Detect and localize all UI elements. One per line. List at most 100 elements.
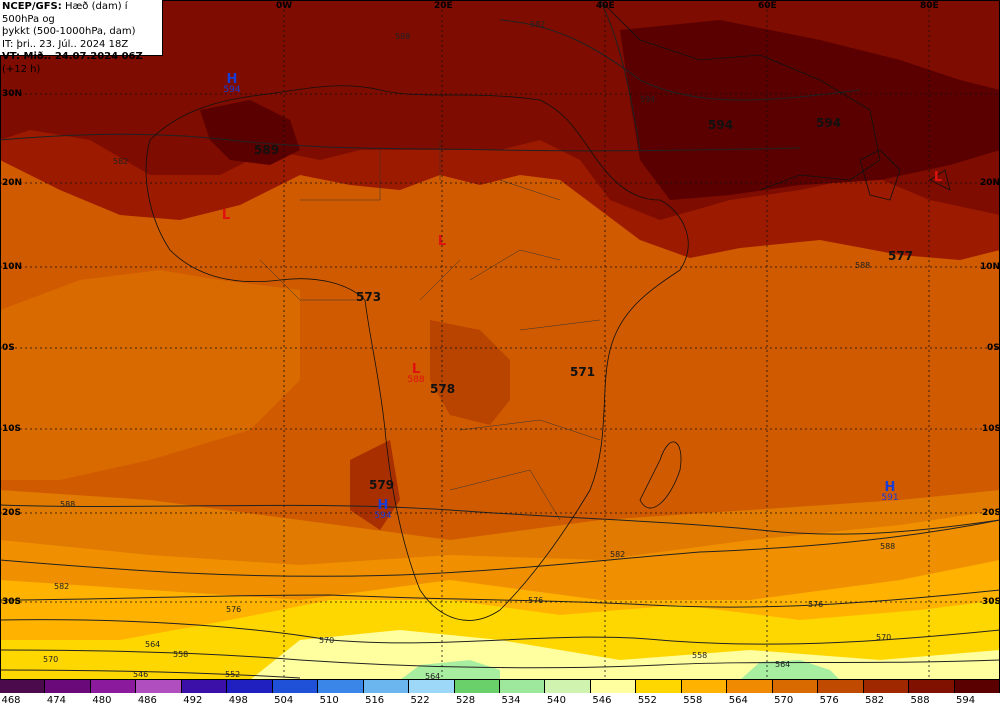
height-contours: [0, 0, 1000, 679]
legend-label: 504: [274, 695, 294, 706]
legend-label: 540: [546, 695, 566, 706]
graticule: [0, 0, 1000, 680]
high-center: H 594: [223, 72, 241, 95]
contour-label: 564: [425, 672, 441, 680]
contour-label: 582: [610, 550, 626, 559]
legend-swatch: [500, 680, 546, 693]
forecast-hour: (+12 h): [2, 63, 41, 75]
height-value: 578: [430, 382, 456, 396]
legend-label: 492: [183, 695, 203, 706]
legend-swatch: [818, 680, 864, 693]
low-center: L: [437, 234, 447, 249]
legend-label: 534: [501, 695, 521, 706]
contour-label: 558: [692, 651, 708, 660]
weather-map: NCEP/GFS: Hæð (dam) í 500hPa og þykkt (5…: [0, 0, 1000, 680]
legend-label: 486: [137, 695, 157, 706]
color-legend: 468 474 480 486 492 498 504 510 516 522 528 534 540 5…: [0, 680, 1000, 709]
field-540-east: [740, 660, 840, 680]
map-title-box: NCEP/GFS: Hæð (dam) í 500hPa og þykkt (5…: [0, 0, 163, 75]
lat-label-20s: 20S: [2, 508, 22, 518]
low-center: L: [933, 170, 943, 185]
legend-swatch: [272, 680, 319, 693]
title-line2: þykkt (500-1000hPa, dam): [2, 26, 136, 37]
field-540: [400, 660, 500, 680]
contour-label: 582: [530, 20, 546, 29]
lon-label-80e: 80E: [920, 1, 939, 11]
lat-label-30n: 30N: [2, 89, 23, 99]
legend-label: 474: [46, 695, 66, 706]
lat-label-20n: 20N: [2, 178, 23, 188]
legend-label: 516: [365, 695, 385, 706]
legend-swatch: [90, 680, 137, 693]
legend-label: 498: [228, 695, 248, 706]
height-value: 579: [369, 478, 395, 492]
high-center: H 591: [881, 480, 899, 503]
legend-label: 522: [410, 695, 430, 706]
contour-label: 570: [876, 633, 892, 642]
init-time: IT: þri.. 23. Júl.. 2024 18Z: [2, 38, 129, 50]
legend-label: 594: [955, 695, 976, 706]
field-594-east: [620, 20, 1000, 200]
contour-label: 588: [60, 500, 76, 509]
contour-label: 564: [775, 660, 791, 669]
lat-label-10n: 10N: [2, 262, 23, 272]
legend-label: 570: [774, 695, 794, 706]
lon-label-20e: 20E: [434, 1, 453, 11]
legend-label: 510: [319, 695, 339, 706]
legend-swatch: [363, 680, 410, 693]
field-570-west: [0, 270, 300, 480]
contour-label: 570: [319, 636, 335, 645]
legend-swatch: [318, 680, 364, 693]
title-line1: Hæð (dam) í 500hPa og: [2, 1, 128, 25]
contour-label: 582: [54, 582, 70, 591]
contour-label: 588: [855, 261, 871, 270]
legend-swatch: [545, 680, 591, 693]
contour-label: 588: [395, 32, 411, 41]
contour-label: 564: [145, 640, 161, 649]
lat-label-right-10s: 10S: [982, 424, 1000, 434]
legend-swatch: [409, 680, 455, 693]
height-value: 594: [708, 118, 734, 132]
legend-label: 582: [865, 695, 885, 706]
low-center: L: [221, 208, 231, 223]
lat-label-0s: 0S: [2, 343, 15, 353]
field-576-center: [430, 320, 510, 425]
legend-label: 576: [819, 695, 839, 706]
legend-swatch: [136, 680, 182, 693]
legend-swatch: [909, 680, 955, 693]
contour-label: 582: [113, 157, 129, 166]
contour-label: 570: [43, 655, 59, 664]
legend-swatch: [45, 680, 91, 693]
lat-label-right-0s: 0S: [987, 343, 1000, 353]
contour-label: 588: [880, 542, 896, 551]
legend-swatch: [181, 680, 228, 693]
contour-label: 552: [225, 670, 241, 679]
legend-swatch: [772, 680, 819, 693]
country-borders: [259, 140, 601, 521]
lon-label-60e: 60E: [758, 1, 777, 11]
high-center: H 594: [374, 498, 392, 521]
lat-label-right-30s: 30S: [982, 597, 1000, 607]
contour-label: 594: [640, 95, 656, 104]
height-value: 573: [356, 290, 382, 304]
lat-label-right-20n: 20N: [980, 178, 1000, 188]
lat-label-right-10n: 10N: [980, 262, 1000, 272]
legend-label: 558: [683, 695, 703, 706]
field-582-sw: [350, 440, 400, 530]
legend-label: 528: [455, 695, 476, 706]
lat-label-right-20s: 20S: [982, 508, 1000, 518]
legend-swatch: [727, 680, 773, 693]
legend-swatch: [681, 680, 728, 693]
legend-label: 546: [592, 695, 612, 706]
contour-label: 576: [226, 605, 242, 614]
height-value: 589: [254, 143, 280, 157]
legend-swatch: [454, 680, 500, 693]
legend-swatch: [590, 680, 637, 693]
contour-label: 576: [528, 596, 544, 605]
legend-swatch: [636, 680, 682, 693]
legend-swatch: [0, 680, 46, 693]
height-value: 571: [570, 365, 596, 379]
lon-label-40e: 40E: [596, 1, 615, 11]
lat-label-10s: 10S: [2, 424, 22, 434]
height-value: 577: [888, 249, 914, 263]
